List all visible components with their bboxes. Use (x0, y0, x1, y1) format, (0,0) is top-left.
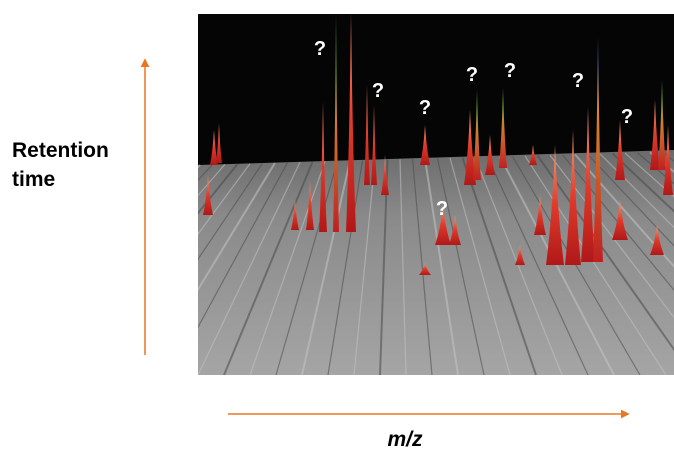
y-axis-label: Retention (12, 139, 109, 162)
question-marker: ? (572, 70, 584, 92)
floor (198, 150, 674, 375)
question-marker: ? (621, 106, 633, 128)
x-axis-label: m/z (387, 428, 423, 449)
figure: Retention time m/z ???????? (0, 0, 674, 449)
question-marker: ? (314, 38, 326, 60)
streak (0, 165, 200, 375)
y-axis-label: time (12, 168, 55, 191)
streak (16, 165, 213, 375)
question-marker: ? (436, 198, 448, 220)
question-marker: ? (419, 97, 431, 119)
question-marker: ? (504, 60, 516, 82)
question-marker: ? (372, 80, 384, 102)
page: Retention time m/z ???????? (() => { con… (0, 0, 674, 449)
question-marker: ? (466, 64, 478, 86)
streak (42, 164, 225, 375)
spectrum-image (0, 12, 674, 375)
